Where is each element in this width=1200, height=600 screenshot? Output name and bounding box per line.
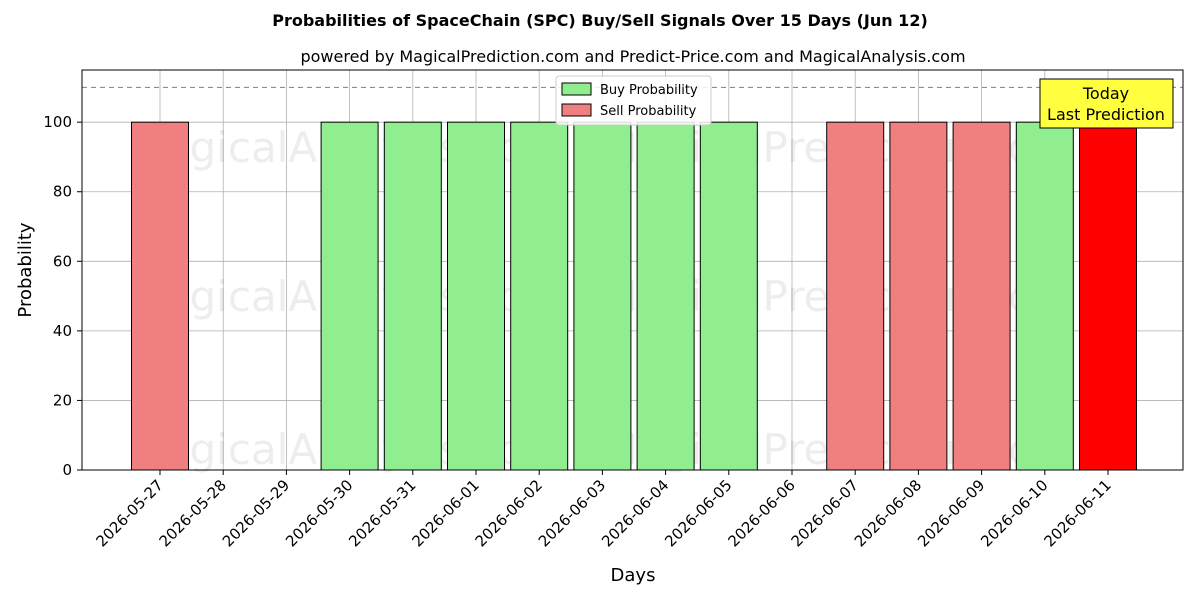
x-tick-label: 2026-06-02 <box>472 476 546 550</box>
bar-sell-2026-06-11 <box>1079 121 1137 471</box>
bar-buy-2026-05-31 <box>383 121 442 471</box>
chart-subtitle: powered by MagicalPrediction.com and Pre… <box>300 47 965 66</box>
y-tick-label: 0 <box>62 461 72 479</box>
x-tick-label: 2026-06-11 <box>1040 476 1114 550</box>
y-tick-label: 20 <box>53 391 72 409</box>
y-tick-label: 40 <box>53 322 72 340</box>
x-axis-label: Days <box>611 565 656 586</box>
x-tick-label: 2026-06-08 <box>851 476 925 550</box>
bar-sell-2026-06-07 <box>826 121 885 471</box>
annotation-box <box>1039 78 1174 129</box>
x-axis-ticks: 2026-05-272026-05-282026-05-292026-05-30… <box>92 470 1115 550</box>
bar-buy-2026-06-10 <box>1015 121 1074 471</box>
bar-buy-2026-06-03 <box>573 121 632 471</box>
bar-buy-2026-06-02 <box>510 121 569 471</box>
x-tick-label: 2026-06-07 <box>788 476 862 550</box>
x-tick-label: 2026-06-06 <box>724 476 798 550</box>
bar-buy-2026-06-04 <box>636 121 695 471</box>
y-tick-label: 80 <box>53 183 72 201</box>
x-tick-label: 2026-06-05 <box>661 476 735 550</box>
bar-sell-2026-06-09 <box>952 121 1011 471</box>
bars <box>131 121 1137 471</box>
x-tick-label: 2026-05-27 <box>92 476 166 550</box>
x-tick-label: 2026-05-31 <box>345 476 419 550</box>
bar-sell-2026-06-08 <box>889 121 948 471</box>
chart-title: Probabilities of SpaceChain (SPC) Buy/Se… <box>272 11 928 30</box>
x-tick-label: 2026-05-29 <box>219 476 293 550</box>
legend-label-buy: Buy Probability <box>600 83 698 98</box>
legend-box <box>555 75 712 126</box>
x-tick-label: 2026-05-28 <box>156 476 230 550</box>
y-axis-label: Probability <box>15 222 36 317</box>
x-tick-label: 2026-06-01 <box>408 476 482 550</box>
y-tick-label: 100 <box>43 113 72 131</box>
today-annotation: Today Last Prediction <box>1039 78 1174 129</box>
legend: Buy Probability Sell Probability <box>555 75 712 126</box>
bar-buy-2026-05-30 <box>320 121 379 471</box>
y-tick-label: 60 <box>53 252 72 270</box>
bar-buy-2026-06-05 <box>699 121 758 471</box>
x-tick-label: 2026-06-03 <box>535 476 609 550</box>
bar-buy-2026-06-01 <box>447 121 505 471</box>
annotation-line-last-prediction: Last Prediction <box>1047 105 1165 124</box>
x-tick-label: 2026-06-10 <box>977 476 1051 550</box>
x-tick-label: 2026-05-30 <box>282 476 356 550</box>
bar-sell-2026-05-27 <box>131 121 189 471</box>
legend-swatch-buy <box>561 82 592 96</box>
plot-frame <box>81 69 1184 471</box>
annotation-line-today: Today <box>1082 84 1129 103</box>
legend-swatch-sell <box>561 103 592 117</box>
y-axis-ticks: 0 20 40 60 80 100 <box>43 113 82 479</box>
legend-label-sell: Sell Probability <box>600 104 697 119</box>
x-tick-label: 2026-06-04 <box>598 476 672 550</box>
x-tick-label: 2026-06-09 <box>914 476 988 550</box>
